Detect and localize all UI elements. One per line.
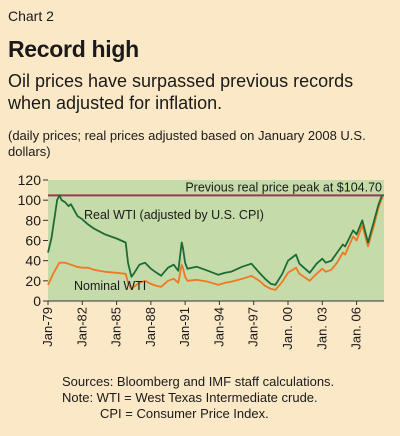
real-wti-series-label: Real WTI (adjusted by U.S. CPI) bbox=[84, 208, 264, 222]
y-tick-label: 80 bbox=[25, 212, 41, 228]
reference-line-group: Previous real price peak at $104.70 bbox=[48, 180, 384, 197]
x-tick-label: Jan. 06 bbox=[349, 307, 364, 350]
nominal-wti-line bbox=[47, 196, 384, 291]
x-tick-label: Jan-82 bbox=[74, 307, 89, 347]
x-tick-label: Jan. 00 bbox=[280, 307, 295, 350]
previous-peak-label: Previous real price peak at $104.70 bbox=[185, 180, 382, 194]
wti-note: Note: WTI = West Texas Intermediate crud… bbox=[62, 390, 318, 405]
series-labels: Real WTI (adjusted by U.S. CPI) Nominal W… bbox=[74, 208, 264, 293]
x-tick-label: Jan-79 bbox=[40, 307, 55, 347]
nominal-wti-series-label: Nominal WTI bbox=[74, 279, 146, 293]
chart-subtitle: Oil prices have surpassed previous recor… bbox=[8, 71, 354, 113]
y-tick-label: 120 bbox=[18, 172, 42, 188]
plot-area bbox=[48, 180, 384, 301]
chart-headline: Record high bbox=[8, 36, 139, 62]
y-tick-label: 40 bbox=[25, 253, 41, 269]
y-tick-label: 60 bbox=[25, 233, 41, 249]
y-axis: 0 20 40 60 80 100 120 bbox=[18, 172, 48, 309]
x-tick-label: Jan-97 bbox=[246, 307, 261, 347]
cpi-note: CPI = Consumer Price Index. bbox=[100, 406, 269, 421]
x-tick-label: Jan-88 bbox=[143, 307, 158, 347]
x-tick-label: Jan-85 bbox=[109, 307, 124, 347]
y-tick-label: 0 bbox=[33, 293, 41, 309]
chart-number: Chart 2 bbox=[8, 8, 54, 24]
real-wti-line bbox=[47, 194, 384, 286]
y-tick-label: 100 bbox=[18, 192, 42, 208]
x-tick-label: Jan. 03 bbox=[314, 307, 329, 350]
chart-units-note: (daily prices; real prices adjusted base… bbox=[8, 128, 366, 159]
line-chart: 0 20 40 60 80 100 120 Jan-79 Jan-82 Jan-85 Jan-88… bbox=[18, 172, 384, 350]
x-tick-label: Jan-94 bbox=[211, 307, 226, 347]
x-tick-label: Jan-91 bbox=[177, 307, 192, 347]
sources-text: Sources: Bloomberg and IMF staff calcula… bbox=[62, 374, 335, 389]
y-tick-label: 20 bbox=[25, 273, 41, 289]
x-axis: Jan-79 Jan-82 Jan-85 Jan-88 Jan-91 Jan-94 Jan-… bbox=[40, 300, 384, 350]
series-group bbox=[47, 194, 384, 291]
sources-block: Sources: Bloomberg and IMF staff calcula… bbox=[62, 374, 334, 422]
